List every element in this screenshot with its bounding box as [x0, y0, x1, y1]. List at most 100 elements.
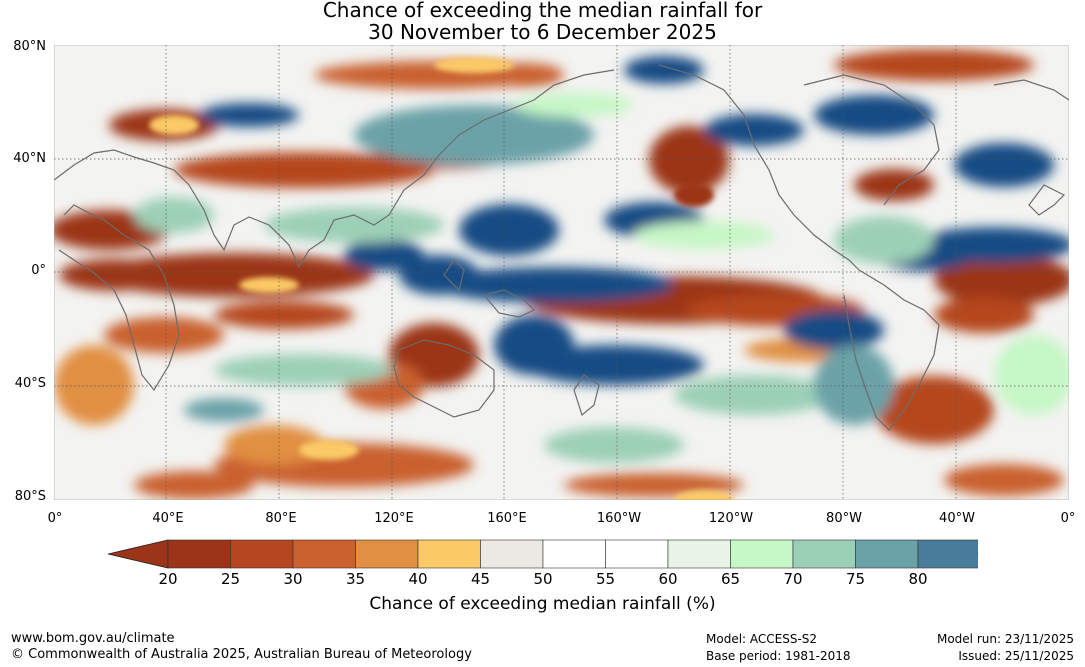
lon-label: 0° — [47, 511, 63, 526]
colorbar-tick-label: 50 — [533, 570, 553, 588]
probability-region — [834, 216, 934, 264]
probability-region — [624, 56, 704, 84]
probability-region — [874, 376, 994, 444]
probability-region — [784, 310, 884, 350]
probability-region — [494, 315, 574, 375]
coastline — [573, 374, 600, 417]
probability-region — [104, 317, 224, 353]
colorbar-tick-label: 60 — [658, 570, 678, 588]
colorbar-segment — [230, 539, 294, 569]
probability-region — [299, 440, 359, 460]
coastline — [803, 74, 940, 206]
probability-region — [224, 425, 324, 465]
probability-region — [214, 301, 354, 329]
colorbar-tick-label: 40 — [408, 570, 428, 588]
coastline — [393, 339, 495, 418]
colorbar-tick-label: 65 — [720, 570, 741, 588]
probability-region — [199, 103, 299, 127]
colorbar-segment — [292, 539, 356, 569]
lon-label: 40°E — [152, 511, 184, 526]
probability-region — [94, 253, 374, 297]
probability-region — [954, 143, 1054, 187]
colorbar-tick-label: 25 — [220, 570, 241, 588]
probability-region — [994, 335, 1069, 415]
coastline — [658, 64, 860, 271]
probability-region — [674, 375, 834, 415]
rainfall-probability-map — [54, 45, 1069, 500]
probability-region — [434, 57, 514, 73]
colorbar-segment — [167, 539, 231, 569]
colorbar-segment — [542, 539, 606, 569]
probability-region — [834, 49, 1034, 81]
coastline — [993, 79, 1069, 101]
map-title-line1: Chance of exceeding the median rainfall … — [322, 0, 763, 22]
lon-label: 160°W — [596, 511, 642, 526]
colorbar-tick-label: 20 — [158, 570, 178, 588]
probability-region — [854, 169, 934, 201]
colorbar-tick-label: 70 — [783, 570, 803, 588]
probability-region — [354, 105, 594, 165]
lon-label: 160°E — [487, 511, 527, 526]
footer-issued: Issued: 25/11/2025 — [958, 649, 1074, 663]
colorbar-segment — [355, 539, 419, 569]
coastline — [1028, 184, 1066, 216]
probability-region — [434, 267, 674, 303]
colorbar-segment — [417, 539, 481, 569]
lat-label: 40°S — [14, 376, 46, 391]
lat-label: 40°N — [13, 151, 46, 166]
footer-url[interactable]: www.bom.gov.au/climate — [11, 631, 175, 646]
footer-model: Model: ACCESS-S2 — [706, 632, 818, 646]
probability-region — [264, 207, 444, 243]
colorbar-segment — [667, 539, 731, 569]
probability-region — [344, 239, 424, 271]
probability-region — [54, 345, 134, 425]
probability-region — [149, 115, 199, 135]
probability-region — [544, 427, 684, 463]
colorbar-tick-label: 30 — [283, 570, 303, 588]
colorbar-segment — [792, 539, 856, 569]
probability-region — [459, 204, 559, 256]
colorbar-tick-label: 35 — [345, 570, 366, 588]
lon-label: 80°E — [265, 511, 297, 526]
probability-region — [134, 471, 254, 499]
probability-region — [634, 221, 774, 249]
probability-region — [814, 95, 934, 135]
colorbar-segment — [605, 539, 669, 569]
footer-model-run: Model run: 23/11/2025 — [936, 632, 1074, 646]
probability-region — [59, 259, 169, 291]
probability-region — [134, 197, 214, 233]
probability-region — [239, 277, 299, 293]
probability-region — [934, 297, 1034, 333]
colorbar-label: Chance of exceeding median rainfall (%) — [369, 594, 716, 614]
probability-region — [214, 354, 394, 386]
probability-region — [174, 152, 434, 188]
probability-region — [944, 464, 1064, 496]
probability-region — [184, 398, 264, 422]
probability-region — [649, 126, 729, 194]
colorbar-low-arrow — [108, 539, 169, 569]
probability-region — [674, 490, 734, 500]
lon-label: 0° — [1060, 511, 1076, 526]
probability-region — [674, 183, 714, 207]
colorbar-tick-label: 45 — [470, 570, 491, 588]
probability-region — [704, 114, 804, 146]
colorbar-tick-label: 75 — [845, 570, 866, 588]
footer-base-period: Base period: 1981-2018 — [706, 649, 851, 663]
lon-label: 80°W — [826, 511, 862, 526]
coastline — [443, 259, 465, 292]
probability-region — [514, 93, 634, 117]
coastline — [58, 204, 180, 392]
coastline — [843, 269, 940, 431]
colorbar-tick-label: 55 — [595, 570, 616, 588]
lat-label: 0° — [31, 263, 46, 278]
probability-region — [934, 254, 1069, 306]
colorbar — [108, 539, 978, 569]
lon-label: 120°E — [374, 511, 414, 526]
coastline — [54, 69, 615, 269]
lon-label: 120°W — [708, 511, 754, 526]
lat-label: 80°N — [13, 39, 46, 54]
footer-copyright: © Commonwealth of Australia 2025, Austra… — [11, 647, 472, 662]
colorbar-segment — [730, 539, 794, 569]
lon-label: 40°W — [939, 511, 975, 526]
probability-region — [814, 345, 894, 425]
